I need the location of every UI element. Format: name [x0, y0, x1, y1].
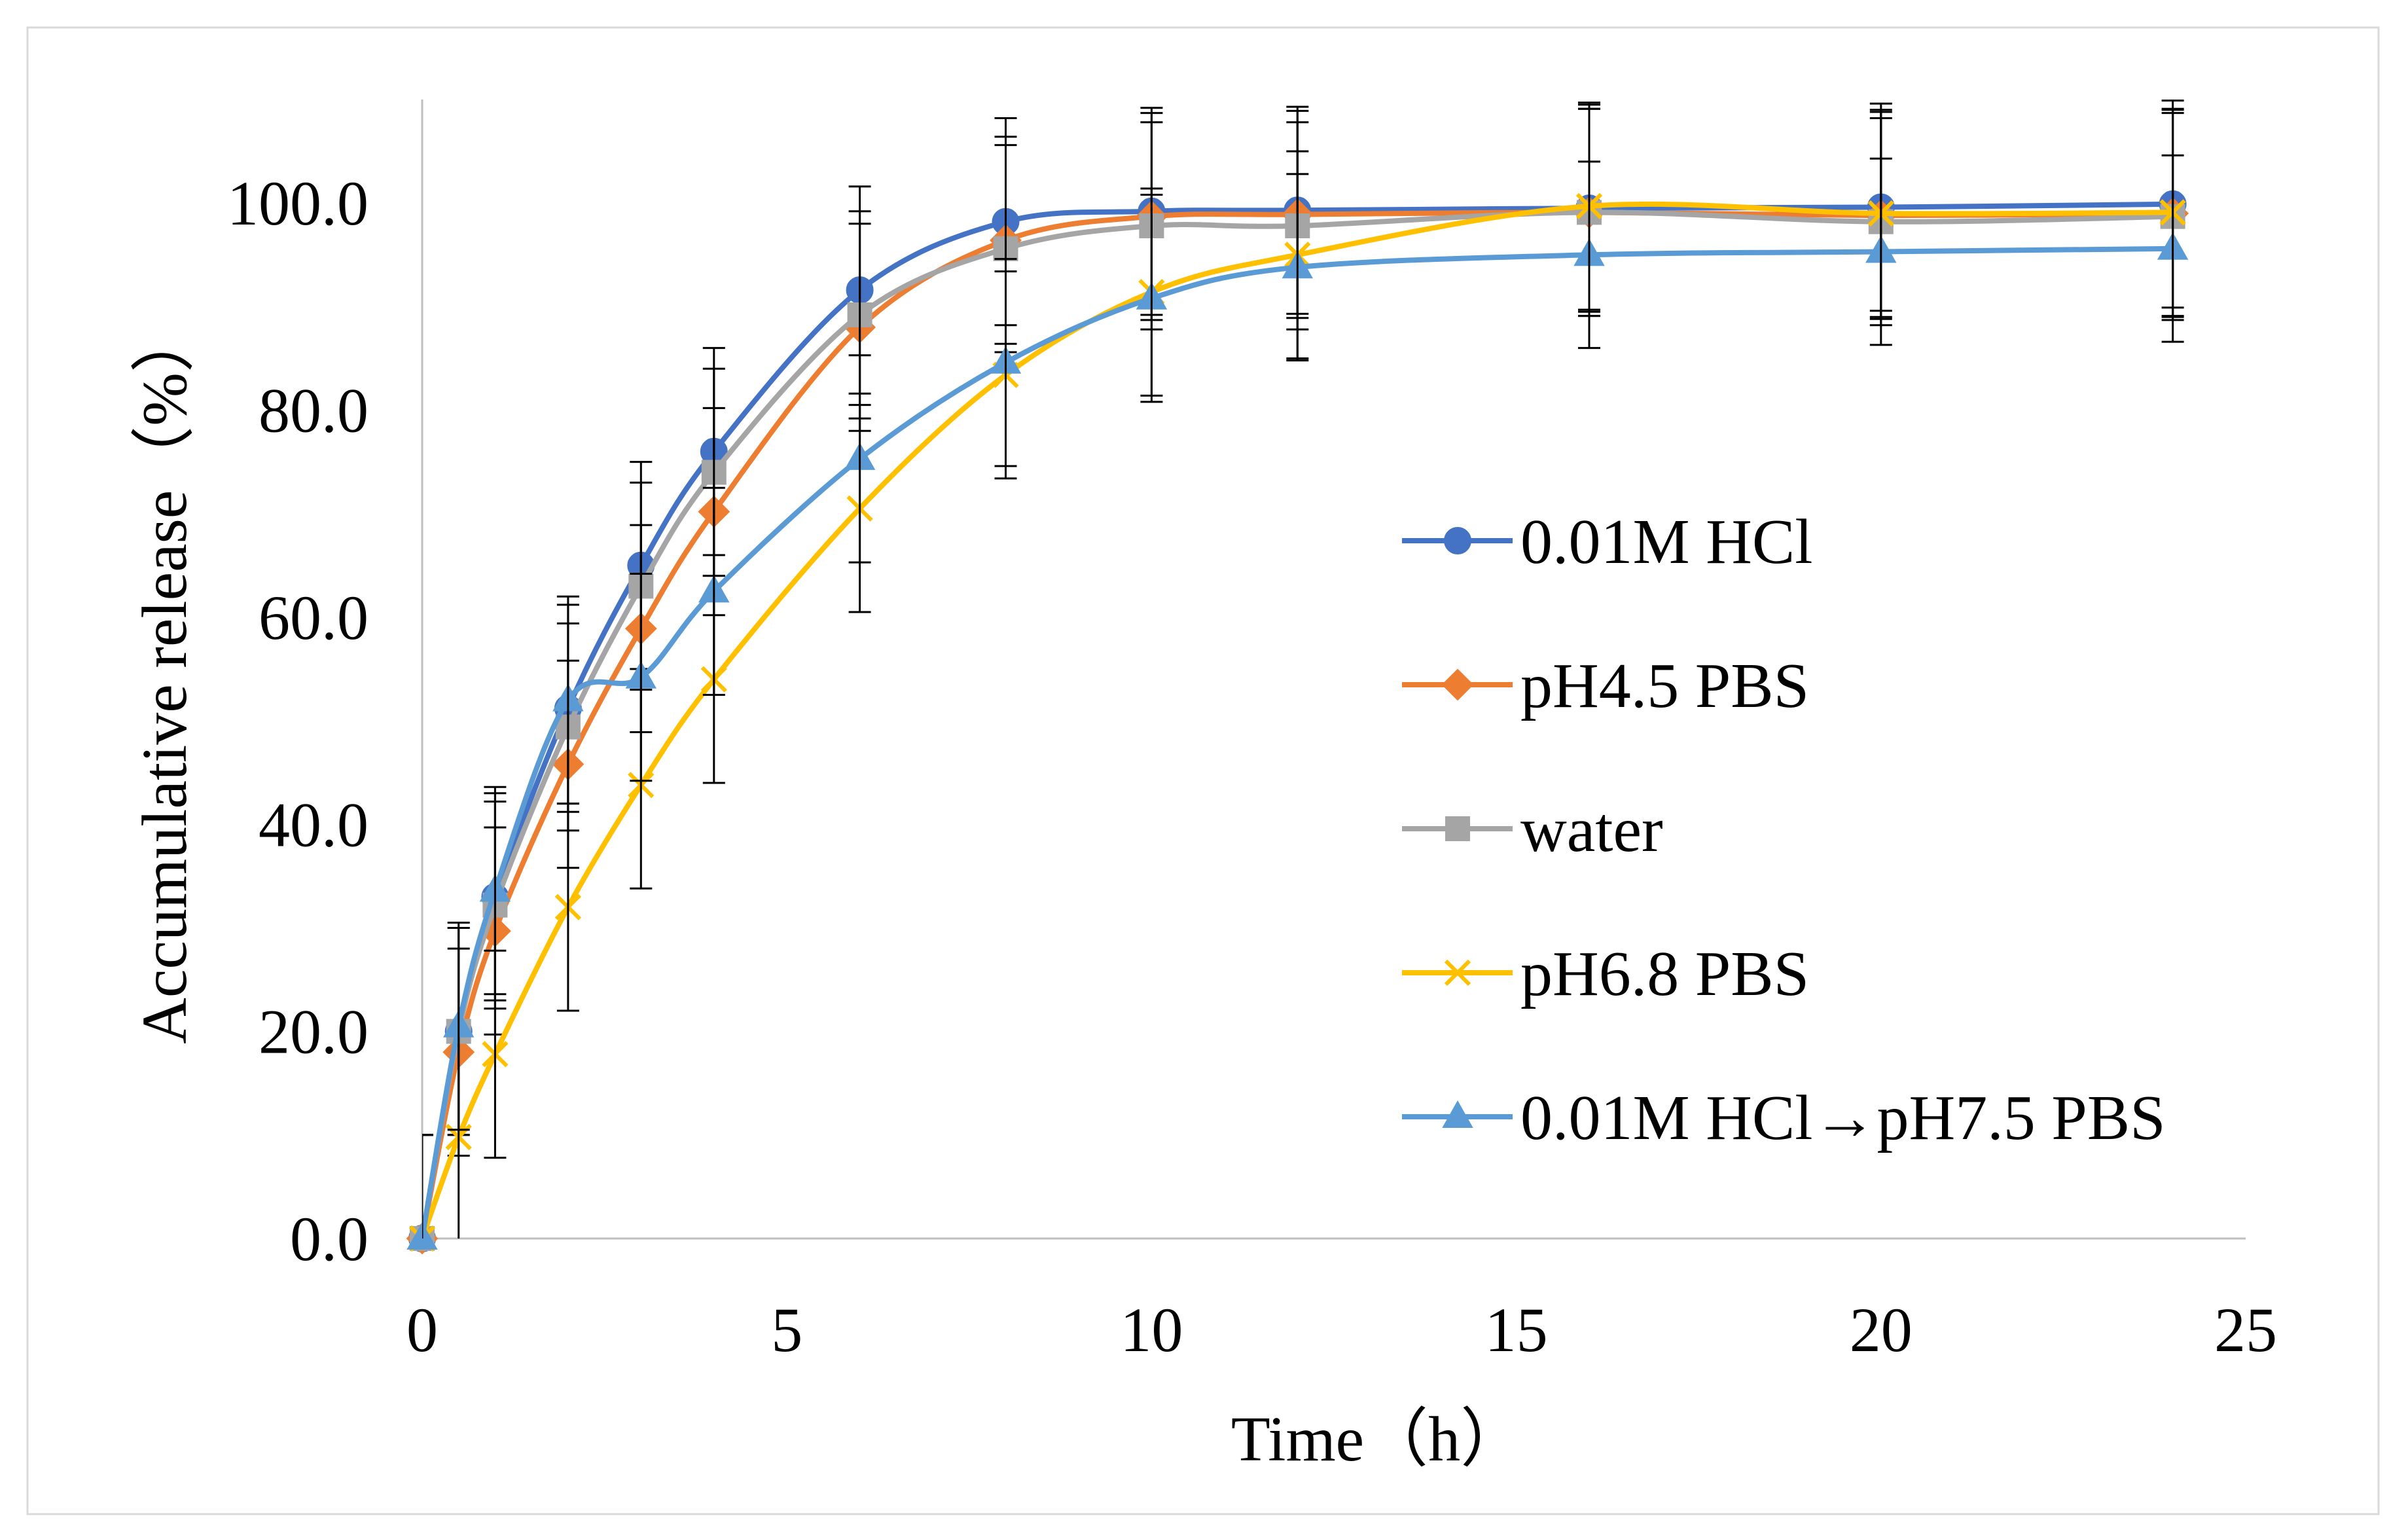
0-01m-hcl-ph7-5-pbs-error-bar — [1140, 194, 1163, 403]
legend-marker-swatch — [1442, 1100, 1473, 1128]
0-01m-hcl-ph7-5-pbs-error-bar — [447, 922, 470, 1131]
y-tick-label: 100.0 — [227, 168, 368, 238]
0-01m-hcl-ph7-5-pbs-error-bar — [484, 786, 507, 996]
legend-marker-swatch — [1444, 527, 1471, 554]
legend-label: water — [1520, 795, 1663, 865]
0-01m-hcl-ph7-5-pbs-error-bar — [1286, 173, 1309, 362]
legend-marker-swatch — [1444, 959, 1471, 986]
x-tick-label: 25 — [2214, 1295, 2277, 1365]
x-axis-title: Time（h） — [1231, 1404, 1524, 1475]
ph6-8-pbs-line — [420, 201, 2176, 1241]
x-tick-label: 0 — [406, 1295, 438, 1365]
x-tick-label: 5 — [771, 1295, 802, 1365]
0-01m-hcl-ph7-5-pbs-error-bar — [1578, 160, 1600, 350]
y-tick-label: 80.0 — [259, 376, 368, 446]
legend-label: pH4.5 PBS — [1520, 651, 1809, 721]
0-01m-hcl-ph7-5-pbs-error-bars — [422, 154, 2184, 1239]
x-tick-label: 10 — [1120, 1295, 1183, 1365]
0-01m-hcl-ph7-5-pbs-error-bar — [2161, 154, 2184, 343]
legend: 0.01M HCl pH4.5 PBS water pH6.8 PBS 0.01M HC… — [1402, 507, 2166, 1153]
y-axis-tick-labels: 0.0 20.0 40.0 60.0 80.0 100.0 — [227, 168, 368, 1274]
legend-marker-swatch — [1445, 816, 1470, 841]
legend-marker-swatch — [1441, 668, 1474, 701]
0-01m-hcl-ph7-5-pbs-error-bar — [994, 258, 1017, 467]
legend-item-ph4-5-pbs: pH4.5 PBS — [1402, 651, 1809, 721]
0-01m-hcl-ph7-5-pbs-error-bar — [630, 573, 653, 782]
legend-label: 0.01M HCl→pH7.5 PBS — [1520, 1083, 2166, 1153]
0-01m-hcl-ph7-5-pbs-error-bar — [556, 595, 579, 805]
legend-item-0-01m-hcl-ph7-5-pbs: 0.01M HCl→pH7.5 PBS — [1402, 1083, 2166, 1153]
y-tick-label: 40.0 — [259, 789, 368, 859]
legend-item-water: water — [1402, 795, 1663, 865]
0-01m-hcl-ph7-5-pbs-error-bar — [1869, 157, 1892, 346]
y-tick-label: 60.0 — [259, 583, 368, 653]
legend-item-0-01m-hcl: 0.01M HCl — [1402, 507, 1813, 577]
x-tick-label: 20 — [1850, 1295, 1913, 1365]
0-01m-hcl-ph7-5-pbs-error-bar — [422, 1134, 433, 1239]
legend-item-ph6-8-pbs: pH6.8 PBS — [1402, 939, 1809, 1009]
y-axis-title: Accumulative release（%） — [130, 308, 200, 1044]
0-01m-hcl-ph7-5-pbs-error-bar — [848, 354, 871, 564]
legend-label: pH6.8 PBS — [1520, 939, 1809, 1009]
x-axis-tick-labels: 0 5 10 15 20 25 — [406, 1295, 2277, 1365]
0-01m-hcl-ph7-5-pbs-error-bar — [702, 486, 725, 696]
legend-label: 0.01M HCl — [1520, 507, 1813, 577]
data-series — [406, 99, 2189, 1255]
y-tick-label: 20.0 — [259, 997, 368, 1067]
x-tick-label: 15 — [1485, 1295, 1548, 1365]
0-01m-hcl-ph7-5-pbs-series — [406, 154, 2189, 1250]
y-tick-label: 0.0 — [290, 1204, 368, 1274]
